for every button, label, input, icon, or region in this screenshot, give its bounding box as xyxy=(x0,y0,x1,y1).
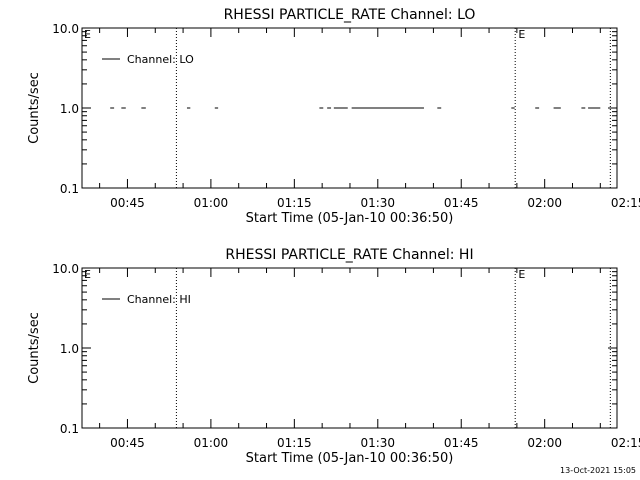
chart-2-y-tick-label: 1.0 xyxy=(60,342,79,356)
chart-1-event-marker: E xyxy=(84,28,91,41)
chart-1-x-tick-label: 02:15 xyxy=(611,196,640,210)
chart-1-legend-label: Channel: LO xyxy=(127,53,194,66)
chart-1-x-tick-label: 01:00 xyxy=(194,196,229,210)
chart-1-x-axis-label: Start Time (05-Jan-10 00:36:50) xyxy=(246,211,454,226)
chart-2-x-tick-label: 01:15 xyxy=(277,436,312,450)
chart-1-x-tick-label: 01:30 xyxy=(360,196,395,210)
chart-2-x-tick-label: 01:30 xyxy=(360,436,395,450)
chart-2-title: RHESSI PARTICLE_RATE Channel: HI xyxy=(225,247,473,263)
chart-2-x-axis-label: Start Time (05-Jan-10 00:36:50) xyxy=(246,451,454,466)
chart-1-x-tick-label: 02:00 xyxy=(527,196,562,210)
chart-1-y-tick-label: 0.1 xyxy=(60,182,79,196)
chart-1-y-axis-label: Counts/sec xyxy=(27,72,42,144)
chart-1-x-tick-label: 01:15 xyxy=(277,196,312,210)
chart-2-event-marker: E xyxy=(518,268,525,281)
chart-2-event-marker: E xyxy=(84,268,91,281)
chart-1-y-tick-label: 1.0 xyxy=(60,102,79,116)
chart-2-y-tick-label: 0.1 xyxy=(60,422,79,436)
chart-1-y-tick-label: 10.0 xyxy=(52,22,79,36)
chart-2-plot-frame xyxy=(81,267,618,429)
chart-2-legend-label: Channel: HI xyxy=(127,293,191,306)
chart-2-x-tick-label: 00:45 xyxy=(110,436,145,450)
chart-2-x-tick-label: 02:15 xyxy=(611,436,640,450)
chart-1-event-marker: E xyxy=(518,28,525,41)
chart-1-title: RHESSI PARTICLE_RATE Channel: LO xyxy=(224,7,476,23)
chart-1-x-tick-label: 00:45 xyxy=(110,196,145,210)
chart-1-x-tick-label: 01:45 xyxy=(444,196,479,210)
chart-2-x-tick-label: 02:00 xyxy=(527,436,562,450)
footer-timestamp: 13-Oct-2021 15:05 xyxy=(560,466,636,475)
chart-2-x-tick-label: 01:45 xyxy=(444,436,479,450)
chart-2-y-tick-label: 10.0 xyxy=(52,262,79,276)
chart-2-y-axis-label: Counts/sec xyxy=(27,312,42,384)
chart-2-x-tick-label: 01:00 xyxy=(194,436,229,450)
